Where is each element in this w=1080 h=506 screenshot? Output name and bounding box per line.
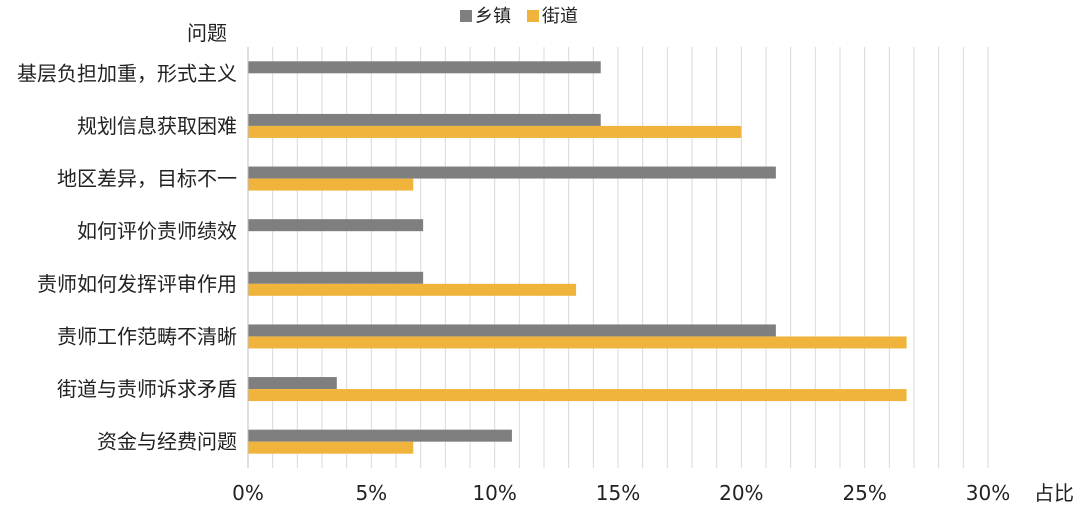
x-tick-label: 10%	[472, 481, 516, 505]
category-label: 责师工作范畴不清晰	[57, 324, 237, 348]
bars	[248, 61, 907, 454]
x-tick-label: 0%	[232, 481, 264, 505]
category-label: 基层负担加重，形式主义	[17, 61, 237, 85]
legend-label-街道: 街道	[542, 6, 578, 27]
bar-街道	[248, 283, 577, 296]
y-axis-title: 问题	[187, 21, 227, 45]
bar-街道	[248, 389, 907, 402]
category-label: 责师如何发挥评审作用	[37, 272, 237, 296]
bar-乡镇	[248, 271, 424, 284]
bar-乡镇	[248, 219, 424, 232]
legend: 乡镇 街道	[460, 6, 578, 27]
category-labels: 基层负担加重，形式主义规划信息获取困难地区差异，目标不一如何评价责师绩效责师如何…	[17, 61, 237, 453]
category-label: 街道与责师诉求矛盾	[57, 377, 237, 401]
x-tick-labels: 0% 5% 10% 15% 20% 25% 30%	[232, 481, 1010, 505]
x-tick-label: 25%	[842, 481, 886, 505]
legend-swatch-乡镇	[460, 10, 472, 22]
category-label: 如何评价责师绩效	[77, 219, 237, 243]
x-tick-label: 30%	[966, 481, 1010, 505]
bar-街道	[248, 125, 742, 138]
bar-街道	[248, 178, 414, 191]
bar-乡镇	[248, 61, 601, 74]
bar-街道	[248, 441, 414, 454]
x-tick-label: 20%	[719, 481, 763, 505]
x-axis-title: 占比	[1034, 481, 1074, 505]
category-label: 资金与经费问题	[97, 430, 237, 454]
gridlines	[272, 47, 989, 468]
legend-label-乡镇: 乡镇	[475, 6, 511, 27]
category-label: 规划信息获取困难	[77, 114, 237, 138]
bar-乡镇	[248, 324, 776, 337]
legend-swatch-街道	[527, 10, 539, 22]
category-label: 地区差异，目标不一	[57, 167, 237, 191]
x-tick-label: 5%	[355, 481, 387, 505]
bar-乡镇	[248, 113, 601, 126]
bar-乡镇	[248, 377, 337, 390]
bar-乡镇	[248, 429, 512, 442]
x-tick-label: 15%	[596, 481, 640, 505]
bar-乡镇	[248, 166, 776, 179]
bar-街道	[248, 336, 907, 349]
